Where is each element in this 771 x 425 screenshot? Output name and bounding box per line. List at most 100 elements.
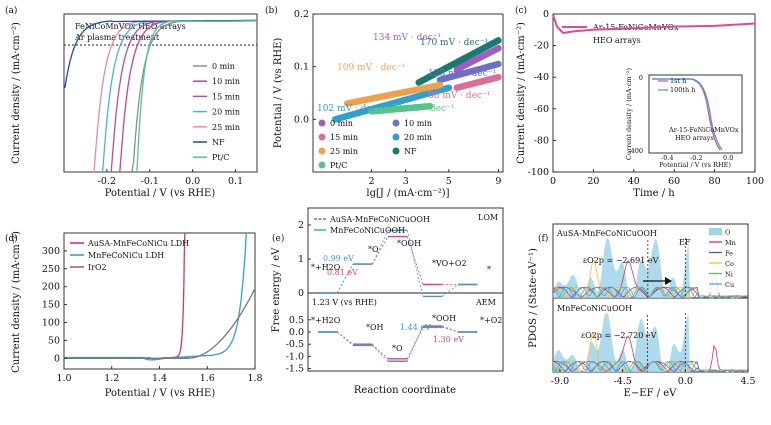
panel-f: (f) O Mn Fe Co Ni Cu -9.0 -4.5 0.0 4.5 AuSA-MnFe… — [528, 223, 756, 399]
panel-e-legend: AuSA-MnFeCoNiCuOOH MnFeCoNiCuOOH — [314, 215, 430, 235]
panel-f-legend-label-3: Co — [725, 260, 734, 268]
panel-f-top-curve-Cu — [552, 286, 748, 299]
panel-b-series-1 — [436, 60, 502, 84]
panel-e-bottom-y-tick-4: 0.5 — [289, 315, 304, 326]
panel-c-y-tick-4: -80 — [534, 135, 549, 146]
panel-f-x-tick-1: -4.5 — [613, 376, 631, 387]
panel-a-curve-6 — [136, 20, 258, 173]
panel-a: (a) FeNiCoMnVOx HEO arrays Ar plasma tre… — [5, 5, 258, 199]
panel-b-x-label: lg[J / (mA·cm⁻²)] — [366, 188, 449, 199]
panel-b-legend-label-3: 20 min — [404, 133, 432, 142]
panel-f-label: (f) — [538, 233, 548, 244]
panel-e-bottom-annotation-0: 1.44 eV — [400, 323, 431, 332]
panel-f-bottom-title: MnFeCoNiCuOOH — [557, 304, 632, 313]
panel-b-y-ticks: 0.0 0.1 0.2 — [294, 9, 316, 125]
panel-f-legend-label-0: O — [725, 229, 730, 237]
panel-a-legend: 0 min 10 min 15 min 20 min 25 min NF Pt/C — [193, 62, 240, 162]
panel-b-annotation-5: 102 mV · dec⁻¹ — [317, 104, 385, 114]
panel-d-x-tick-2: 1.4 — [152, 373, 167, 384]
panel-f-top-center: εO2p = −2.691 eV — [583, 256, 659, 265]
panel-f-bottom-curve-Cu — [552, 360, 748, 373]
panel-b-legend-marker-3 — [392, 133, 400, 141]
panel-b-y-tick-1: 0.1 — [294, 62, 309, 73]
panel-f-legend-label-1: Mn — [725, 239, 736, 247]
panel-c: (c) Ar-15-FeNiCoMnVOx HEO arrays 0 20 40 60… — [515, 5, 764, 199]
panel-e-aem-tag: AEM — [475, 298, 496, 307]
panel-f-plot — [552, 238, 748, 373]
panel-f-legend-swatch-0 — [709, 228, 722, 235]
panel-b-legend-marker-2 — [318, 133, 326, 141]
panel-a-title-line-1: FeNiCoMnVOx HEO arrays — [75, 22, 186, 31]
panel-f-top-o-fill — [553, 238, 748, 298]
panel-c-y-tick-3: -60 — [534, 104, 549, 115]
panel-c-inset-label-1: Ar-15-FeNiCoMnVOx — [668, 126, 739, 134]
panel-d-x-ticks: 1.0 1.2 1.4 1.6 1.8 — [56, 366, 263, 384]
panel-f-legend-label-4: Ni — [725, 271, 733, 279]
panel-c-x-label: Time / h — [633, 188, 675, 199]
panel-c-y-tick-0: 0 — [543, 9, 549, 20]
panel-f-x-tick-0: -9.0 — [551, 376, 569, 387]
panel-d-y-label: Current density / (mA·cm⁻²) — [11, 231, 22, 373]
panel-b-series-2 — [453, 73, 502, 91]
panel-c-y-tick-5: -100 — [528, 167, 549, 178]
panel-f-bottom-o-fill — [553, 313, 748, 372]
panel-e-potential-note: 1.23 V (vs RHE) — [312, 298, 377, 307]
panel-b-legend: 0 min 10 min 15 min 20 min 25 min NF Pt/C — [318, 119, 432, 170]
panel-c-y-label: Current density / (mA·cm⁻²) — [516, 22, 527, 164]
panel-e-bottom-y-tick-1: -1.0 — [286, 351, 304, 362]
panel-c-x-tick-4: 80 — [709, 176, 721, 187]
panel-e-bottom-state-4: *+O2 — [480, 316, 502, 325]
panel-c-legend-line-2: HEO arrays — [593, 36, 641, 45]
panel-e-bottom-link-0-0 — [337, 331, 354, 345]
panel-c-y-tick-1: -20 — [534, 41, 549, 52]
panel-b-legend-label-5: NF — [404, 147, 417, 156]
panel-b-x-tick-0: 2 — [368, 176, 374, 187]
panel-c-inset-ytick-2: -400 — [628, 147, 643, 155]
panel-e-top-link-1-0 — [336, 263, 354, 294]
panel-f-x-tick-3: 4.5 — [740, 376, 755, 387]
panel-a-legend-label-3: 20 min — [212, 108, 240, 117]
panel-d-x-label: Potential / V (vs RHE) — [105, 388, 216, 399]
panel-b-x-tick-3: 9 — [495, 176, 501, 187]
panel-c-series-line — [552, 14, 756, 35]
panel-e-bottom-state-2: *O — [392, 344, 403, 353]
panel-e-y-label: Free energy / eV — [271, 247, 282, 332]
panel-b-y-tick-0: 0.0 — [294, 114, 309, 125]
panel-c-inset-y-label: Current density / (mA·cm⁻²) — [625, 67, 633, 160]
panel-b-series-3 — [331, 84, 453, 123]
panel-f-legend-label-2: Fe — [725, 250, 733, 258]
panel-b-series-5 — [415, 37, 502, 86]
panel-e-bottom-plot: -1.5 -1.0-0.50.00.5 *+H2O *OH *O *OOH *+O2 1.44… — [286, 314, 503, 375]
panel-c-inset-line-100th — [652, 78, 723, 151]
panel-e-bottom-link-1-2 — [406, 325, 424, 362]
panel-d-y-tick-0: 0 — [54, 353, 60, 364]
panel-a-legend-label-1: 10 min — [212, 77, 240, 86]
panel-b-y-label: Potential / V (vs RHE) — [273, 38, 284, 149]
panel-e-top-y-tick-2: 2 — [298, 220, 304, 231]
panel-e-legend-label-0: AuSA-MnFeCoNiCuOOH — [329, 215, 430, 224]
panel-a-legend-label-2: 15 min — [212, 92, 240, 101]
panel-c-x-tick-5: 100 — [746, 176, 764, 187]
panel-e-bottom-y-tick-2: -0.5 — [286, 339, 304, 350]
panel-e-bottom-y-tick-0: -1.5 — [286, 364, 304, 375]
panel-e-top-y-tick-1: 1 — [298, 254, 304, 265]
panel-c-y-ticks: 0 -20 -40 -60 -80 -100 — [528, 9, 556, 178]
panel-b-series-0 — [453, 44, 502, 73]
panel-a-legend-label-5: NF — [212, 138, 225, 147]
panel-c-inset-xtick-3: 0.0 — [723, 154, 733, 162]
panel-f-ef-label: EF — [679, 238, 691, 247]
panel-b-annotation-3: 109 mV · dec⁻¹ — [337, 63, 405, 73]
panel-b-series-4 — [343, 81, 444, 107]
panel-b-legend-label-0: 0 min — [330, 119, 353, 128]
panel-d-legend: AuSA-MnFeCoNiCu LDH MnFeCoNiCu LDH IrO2 — [70, 239, 189, 272]
panel-c-inset: 1st h 100th h Ar-15-FeNiCoMnVOx HEO arra… — [625, 67, 743, 169]
panel-f-arrow-head — [665, 277, 672, 285]
panel-a-curves — [64, 19, 258, 173]
panel-e-legend-label-1: MnFeCoNiCuOOH — [330, 226, 405, 235]
panel-e-bottom-link-0-3 — [442, 326, 459, 333]
panel-e-bottom-link-1-1 — [371, 345, 389, 362]
panel-e-bottom-link-0-2 — [406, 326, 424, 359]
panel-d-curve-1 — [64, 232, 248, 361]
panel-e-top-plot: 0 1 2 *+H2O *O *OOH *VO+O2 * 0.99 eV 0.81 eV — [298, 220, 491, 299]
